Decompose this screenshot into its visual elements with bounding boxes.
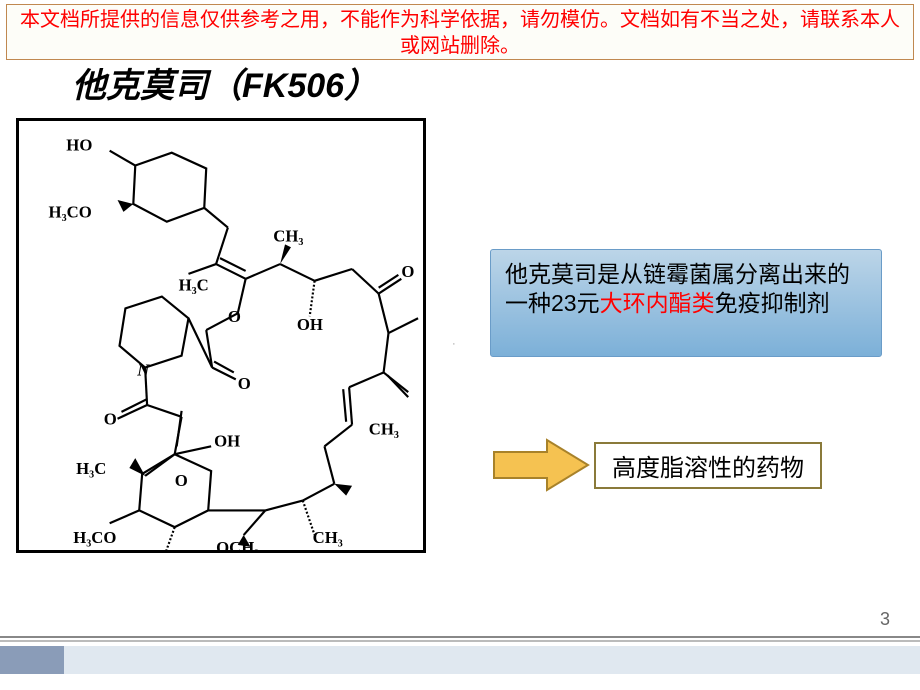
arrow-icon [492,438,590,492]
label-n: N [136,360,150,379]
label-ch3-3: CH₃ [313,528,343,547]
label-oh2: OH [214,431,240,450]
decorative-dot: · [452,338,456,350]
chemical-structure: HO H₃CO H₃C CH₃ O O O O OH OH CH₃ H₃C N … [16,118,426,553]
label-h3c: H₃C [179,276,209,295]
label-ch3-1: CH₃ [273,226,303,245]
label-o5: O [175,471,188,490]
label-o1: O [228,307,241,326]
label-oh1: OH [297,315,323,334]
label-h3c2: H₃C [76,459,106,478]
arrow-callout: 高度脂溶性的药物 [492,438,822,492]
label-o2: O [401,262,414,281]
label-och3: OCH₃ [216,538,259,550]
label-h3co2: H₃CO [73,528,116,547]
label-38: 38 [322,549,335,550]
arrow-label: 高度脂溶性的药物 [594,442,822,489]
label-o3: O [238,374,251,393]
label-ch3-2: CH₃ [369,420,399,439]
disclaimer-text: 本文档所提供的信息仅供参考之用，不能作为科学依据，请勿模仿。文档如有不当之处，请… [20,9,900,57]
page-number: 3 [880,609,890,630]
page-title: 他克莫司（FK506） [72,58,378,107]
info-post: 免疫抑制剂 [715,290,830,316]
disclaimer-banner: 本文档所提供的信息仅供参考之用，不能作为科学依据，请勿模仿。文档如有不当之处，请… [6,4,914,60]
molecule-svg: HO H₃CO H₃C CH₃ O O O O OH OH CH₃ H₃C N … [19,121,423,550]
info-highlight: 大环内酯类 [600,290,715,316]
label-o4: O [104,410,117,429]
label-h3co1: H₃CO [49,203,92,222]
label-ho: HO [66,136,92,155]
info-callout: 他克莫司是从链霉菌属分离出来的一种23元大环内酯类免疫抑制剂 [490,249,882,357]
footer-accent [0,636,920,674]
